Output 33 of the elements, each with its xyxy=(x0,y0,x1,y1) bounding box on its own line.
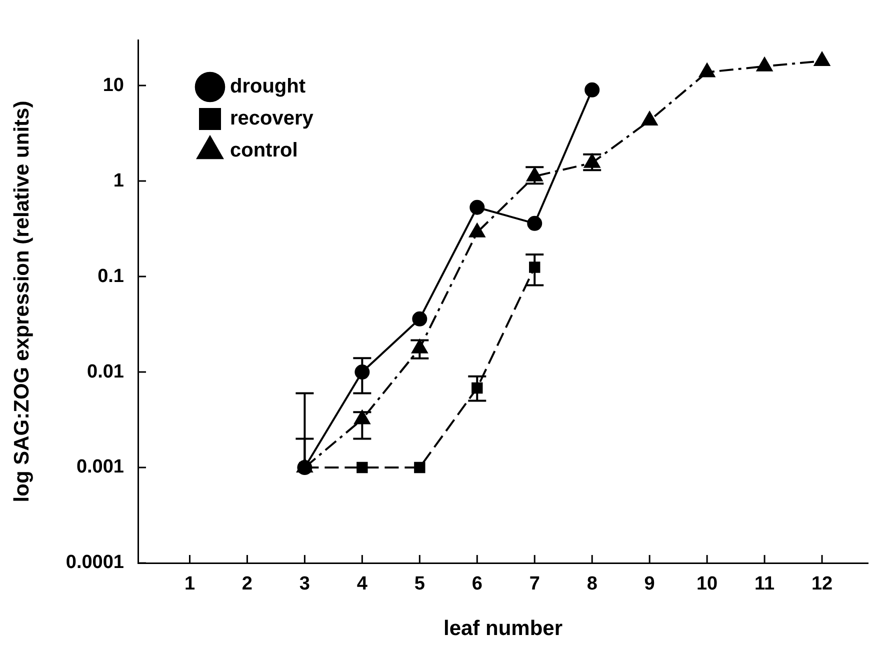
point xyxy=(469,223,486,238)
x-tick-label: 9 xyxy=(644,574,655,595)
point xyxy=(756,57,772,72)
y-tick-label: 0.0001 xyxy=(66,552,124,574)
y-axis-title: log SAG:ZOG expression (relative units) xyxy=(10,100,34,502)
point xyxy=(814,52,830,66)
x-tick-label: 12 xyxy=(811,574,833,595)
y-tick-label: 0.1 xyxy=(98,266,124,287)
x-tick-label: 8 xyxy=(586,574,598,595)
y-tick-label: 0.01 xyxy=(87,361,124,382)
x-tick-label: 5 xyxy=(414,574,426,595)
x-tick-label: 6 xyxy=(472,574,482,595)
legend-label: recovery xyxy=(230,108,314,130)
point xyxy=(527,216,542,231)
point xyxy=(414,462,426,474)
x-axis-title: leaf number xyxy=(443,617,563,640)
point xyxy=(699,63,715,78)
point xyxy=(412,311,428,326)
x-tick-label: 11 xyxy=(754,574,776,595)
x-tick-label: 4 xyxy=(356,574,368,595)
x-tick-label: 7 xyxy=(529,574,540,595)
y-tick-label: 10 xyxy=(102,74,124,96)
x-tick-label: 1 xyxy=(184,574,196,595)
point xyxy=(356,462,368,474)
point xyxy=(470,200,485,215)
x-tick-label: 2 xyxy=(242,574,252,595)
y-tick-label: 1 xyxy=(113,170,124,192)
point xyxy=(642,112,658,126)
y-tick-label: 0.001 xyxy=(76,456,124,478)
legend-label: drought xyxy=(230,76,306,98)
legend-label: control xyxy=(230,140,298,162)
x-tick-label: 10 xyxy=(696,574,718,595)
x-tick-label: 3 xyxy=(299,574,310,595)
